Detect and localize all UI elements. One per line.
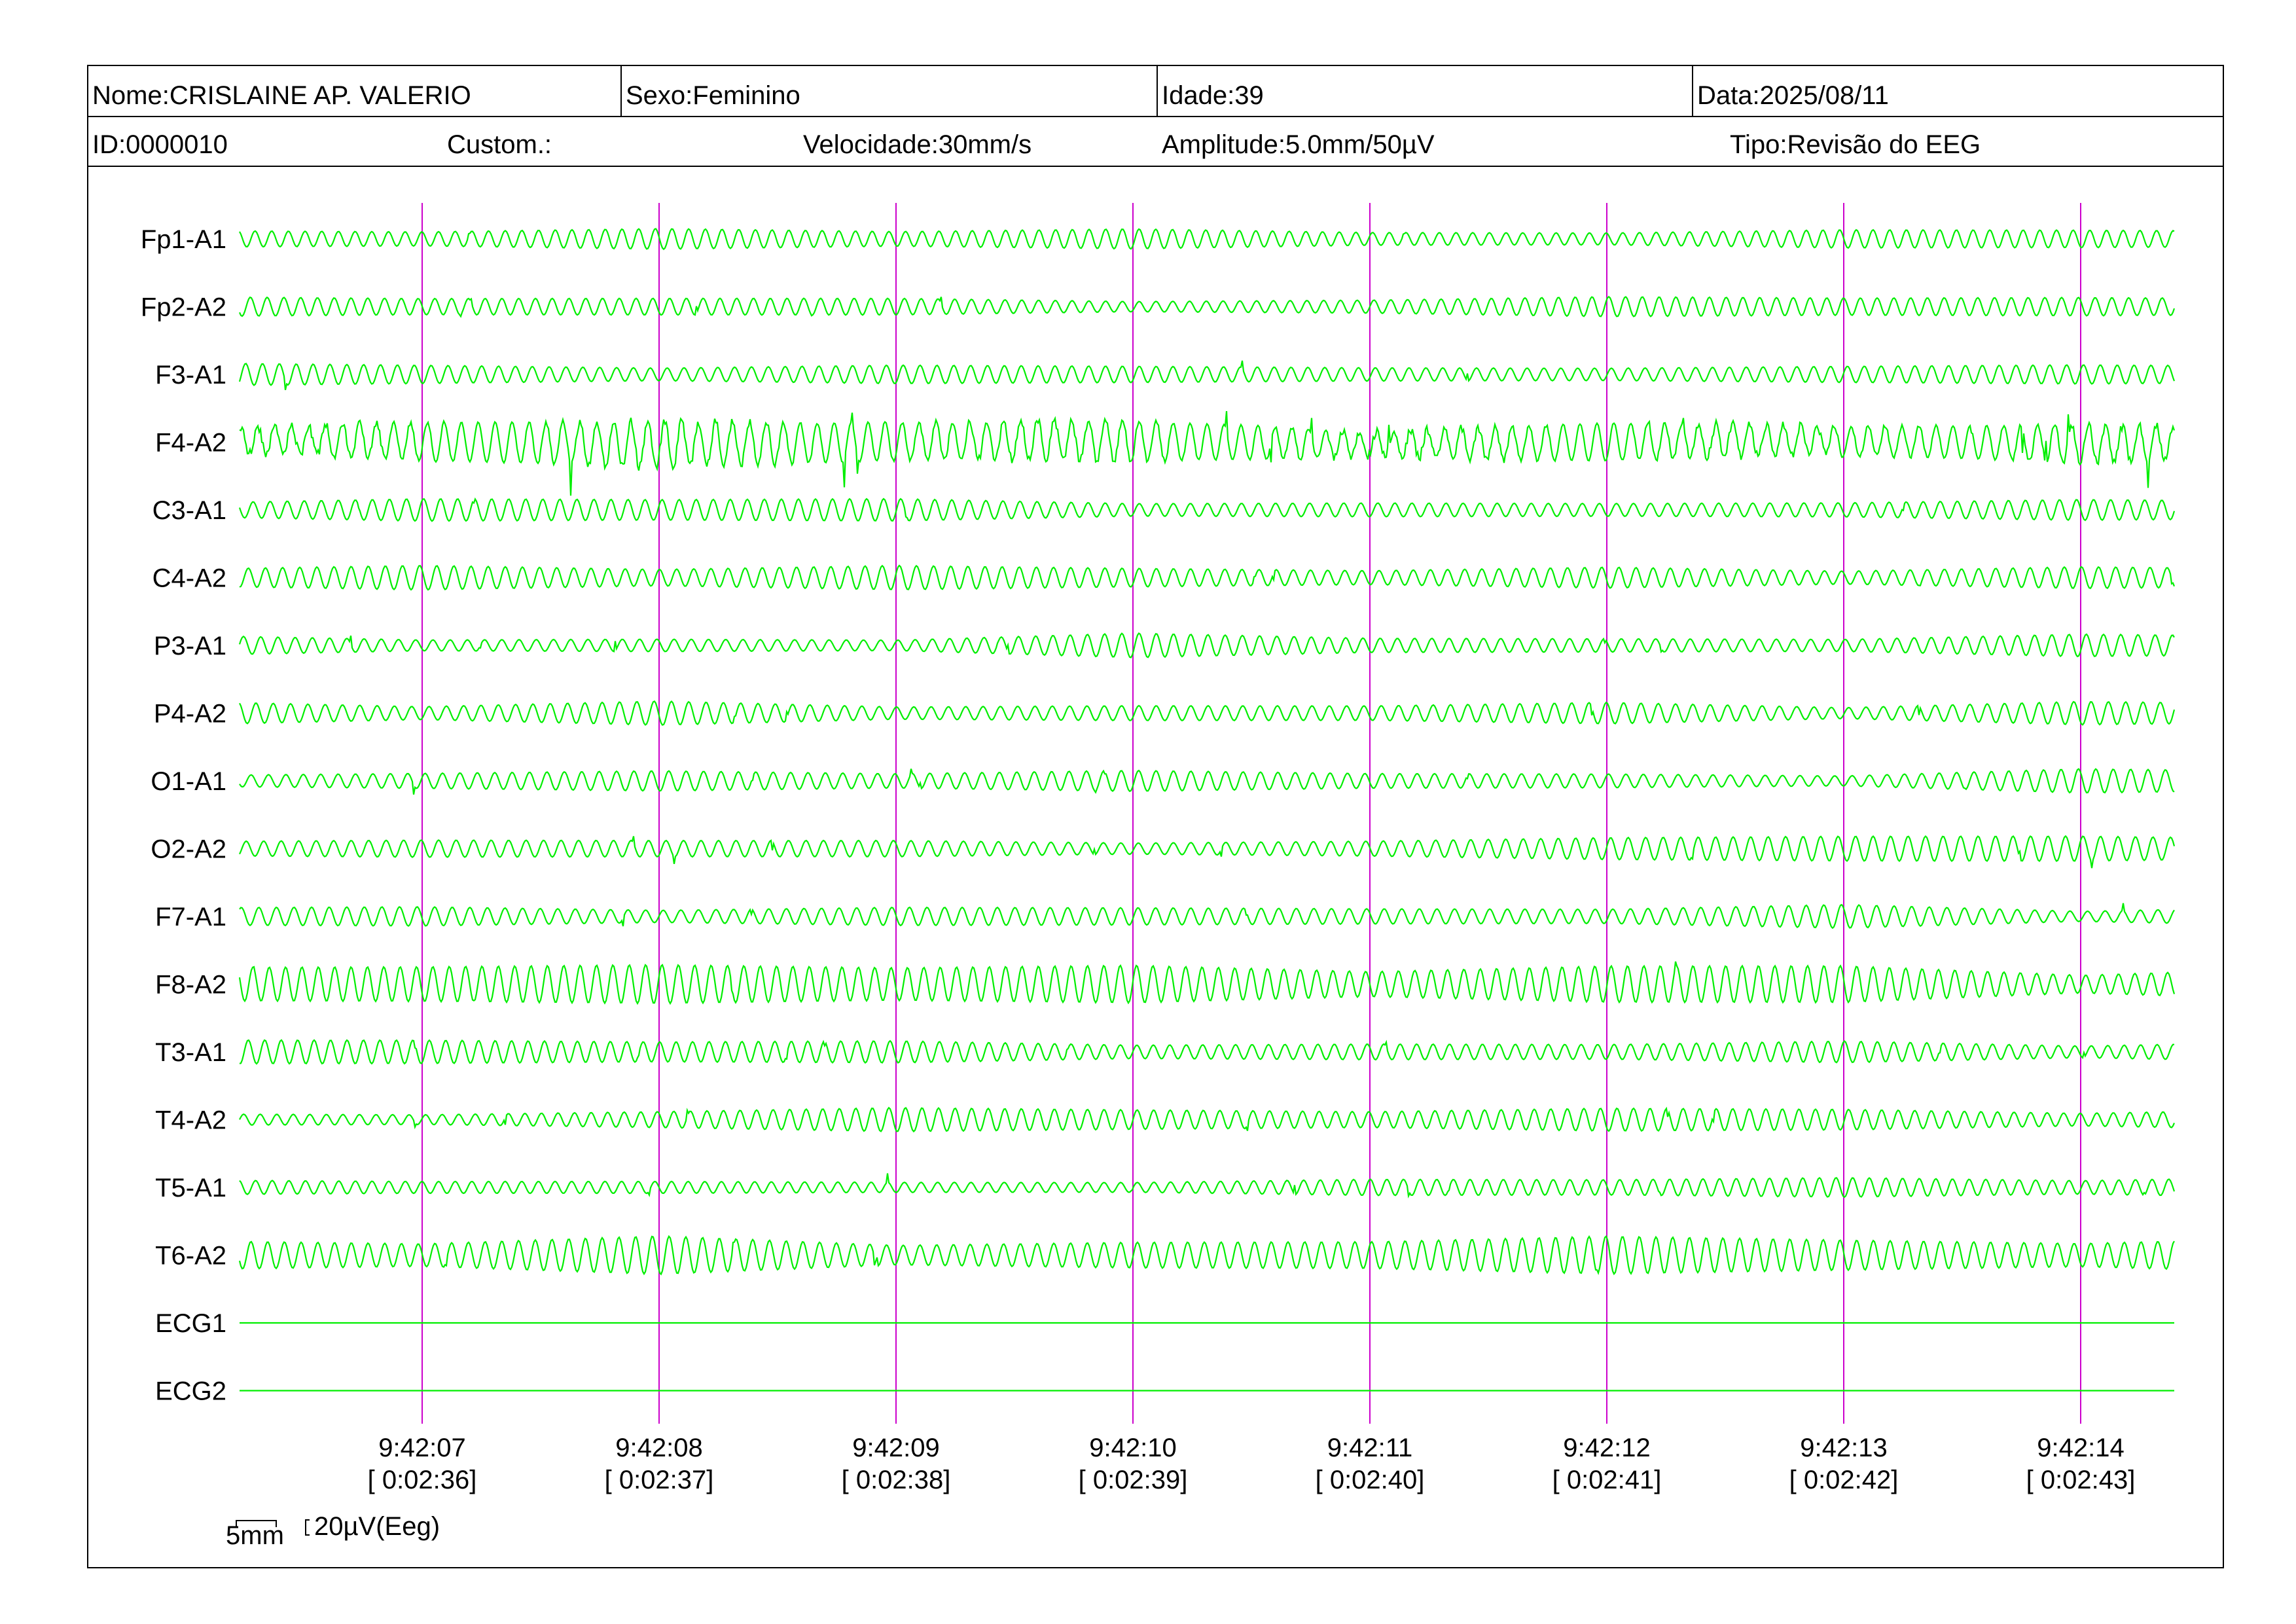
time-clock-label: 9:42:11 xyxy=(1327,1434,1413,1462)
time-scale-bracket xyxy=(236,1520,277,1527)
amplitude-setting: Amplitude:5.0mm/50µV xyxy=(1162,130,1435,159)
amplitude-scale-bracket xyxy=(305,1519,310,1536)
channel-trace xyxy=(239,835,2176,869)
patient-sex: Sexo:Feminino xyxy=(626,81,800,110)
channel-trace xyxy=(238,632,2175,659)
channel-label: Fp2-A2 xyxy=(141,293,226,322)
time-scale-label: 5mm xyxy=(226,1521,284,1550)
channel-label: O2-A2 xyxy=(151,835,226,864)
exam-type: Tipo:Revisão do EEG xyxy=(1730,130,1981,159)
channel-label: C3-A1 xyxy=(152,496,226,525)
header-cell-divider-2 xyxy=(1157,66,1158,116)
channel-trace xyxy=(239,700,2176,726)
time-elapsed-label: [ 0:02:41] xyxy=(1552,1466,1662,1494)
time-labels: 9:42:07 [ 0:02:36] 9:42:08 [ 0:02:37] 9:42:0… xyxy=(368,1434,2136,1494)
speed-setting: Velocidade:30mm/s xyxy=(803,130,1032,159)
channel-trace xyxy=(239,228,2175,251)
channel-trace xyxy=(239,1173,2176,1199)
custom-field: Custom.: xyxy=(447,130,552,159)
time-clock-label: 9:42:08 xyxy=(615,1434,702,1462)
channel-label: C4-A2 xyxy=(152,564,226,593)
time-marker-lines xyxy=(422,203,2081,1424)
header-divider-1 xyxy=(88,116,2223,117)
time-elapsed-label: [ 0:02:37] xyxy=(605,1466,714,1494)
patient-name: Nome:CRISLAINE AP. VALERIO xyxy=(92,81,471,110)
channel-traces xyxy=(238,228,2176,1392)
channel-trace xyxy=(239,768,2175,795)
channel-label: Fp1-A1 xyxy=(141,225,226,254)
channel-trace xyxy=(238,961,2176,1005)
time-clock-label: 9:42:14 xyxy=(2037,1434,2124,1462)
channel-trace xyxy=(238,295,2176,318)
header-divider-2 xyxy=(88,166,2223,167)
channel-trace xyxy=(239,1106,2176,1133)
channel-trace xyxy=(239,1039,2174,1065)
channel-label: F8-A2 xyxy=(155,971,226,1000)
time-clock-label: 9:42:12 xyxy=(1563,1434,1650,1462)
eeg-report-frame: Nome:CRISLAINE AP. VALERIO Sexo:Feminino… xyxy=(87,65,2224,1568)
channel-label: T5-A1 xyxy=(155,1174,226,1202)
time-clock-label: 9:42:07 xyxy=(378,1434,465,1462)
time-clock-label: 9:42:13 xyxy=(1800,1434,1887,1462)
header-cell-divider-1 xyxy=(620,66,622,116)
channel-label: P4-A2 xyxy=(154,700,226,729)
channel-label: F4-A2 xyxy=(155,429,226,458)
scale-bar: 5mm 20µV(Eeg) xyxy=(226,1512,440,1550)
time-clock-label: 9:42:09 xyxy=(852,1434,939,1462)
time-elapsed-label: [ 0:02:38] xyxy=(842,1466,951,1494)
channel-trace xyxy=(239,564,2176,591)
channel-trace xyxy=(238,497,2176,522)
channel-label: ECG1 xyxy=(155,1309,226,1338)
channel-trace xyxy=(239,411,2176,496)
channel-trace xyxy=(238,360,2176,391)
patient-id: ID:0000010 xyxy=(92,130,228,159)
patient-age: Idade:39 xyxy=(1162,81,1264,110)
channel-labels: Fp1-A1 Fp2-A2 F3-A1 F4-A2 C3-A1 C4-A2 P3-A1 P4-… xyxy=(141,225,226,1406)
channel-label: F3-A1 xyxy=(155,361,226,389)
channel-label: ECG2 xyxy=(155,1377,226,1406)
channel-label: T4-A2 xyxy=(155,1106,226,1135)
time-elapsed-label: [ 0:02:36] xyxy=(368,1466,477,1494)
exam-date: Data:2025/08/11 xyxy=(1697,81,1889,110)
amplitude-scale-label: 20µV(Eeg) xyxy=(314,1512,440,1541)
channel-trace xyxy=(238,1235,2175,1276)
time-elapsed-label: [ 0:02:42] xyxy=(1789,1466,1899,1494)
time-elapsed-label: [ 0:02:39] xyxy=(1079,1466,1188,1494)
time-elapsed-label: [ 0:02:43] xyxy=(2026,1466,2136,1494)
channel-label: T6-A2 xyxy=(155,1242,226,1271)
channel-label: O1-A1 xyxy=(151,767,226,796)
time-elapsed-label: [ 0:02:40] xyxy=(1316,1466,1425,1494)
header-cell-divider-3 xyxy=(1692,66,1693,116)
channel-trace xyxy=(239,903,2175,929)
channel-label: F7-A1 xyxy=(155,903,226,931)
channel-label: T3-A1 xyxy=(155,1038,226,1067)
time-clock-label: 9:42:10 xyxy=(1089,1434,1176,1462)
channel-label: P3-A1 xyxy=(154,632,226,660)
